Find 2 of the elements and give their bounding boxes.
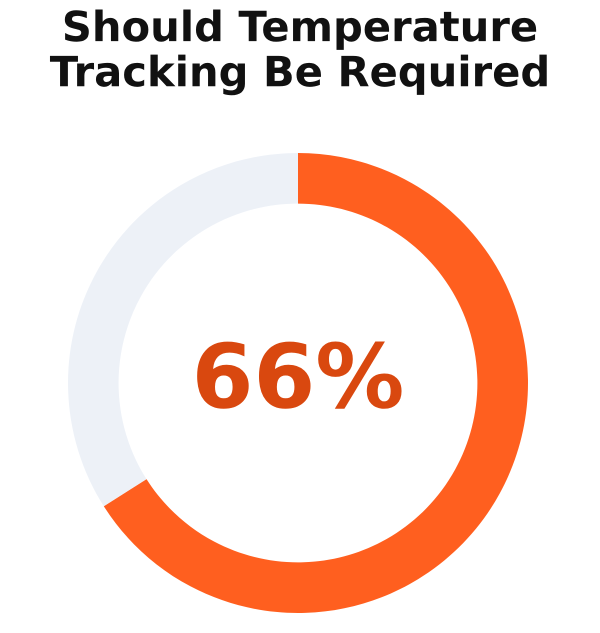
chart-title: Should Temperature Tracking Be Required: [50, 9, 547, 96]
data-label: 66%: [197, 342, 402, 409]
